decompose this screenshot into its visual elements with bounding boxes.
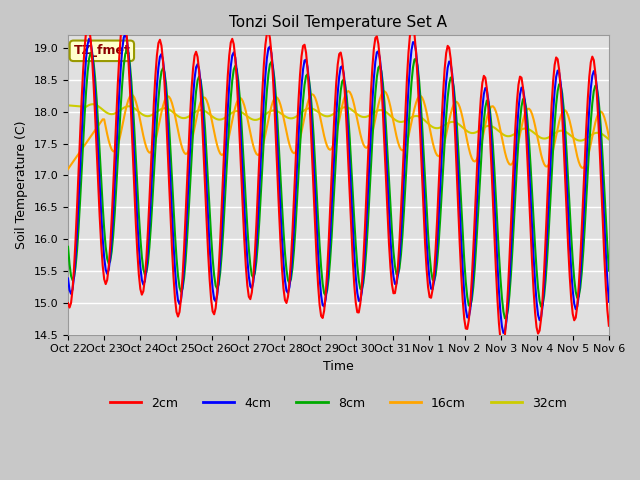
4cm — [245, 274, 253, 279]
2cm — [120, 15, 127, 21]
8cm — [302, 73, 310, 79]
8cm — [578, 270, 586, 276]
2cm — [64, 300, 72, 306]
32cm — [132, 107, 140, 112]
2cm — [578, 226, 586, 231]
16cm — [243, 115, 251, 121]
Legend: 2cm, 4cm, 8cm, 16cm, 32cm: 2cm, 4cm, 8cm, 16cm, 32cm — [105, 392, 572, 415]
8cm — [64, 244, 72, 250]
32cm — [302, 107, 310, 112]
Line: 32cm: 32cm — [68, 104, 609, 141]
16cm — [344, 88, 352, 94]
2cm — [254, 189, 262, 195]
2cm — [245, 294, 253, 300]
32cm — [578, 138, 586, 144]
32cm — [254, 117, 262, 122]
2cm — [227, 40, 235, 46]
8cm — [123, 47, 131, 53]
4cm — [302, 57, 310, 63]
8cm — [132, 155, 140, 161]
32cm — [577, 138, 584, 144]
16cm — [577, 163, 584, 168]
Line: 8cm: 8cm — [68, 50, 609, 318]
16cm — [64, 166, 72, 172]
8cm — [245, 246, 253, 252]
4cm — [254, 217, 262, 223]
4cm — [605, 299, 612, 305]
32cm — [64, 102, 72, 108]
2cm — [498, 344, 506, 350]
2cm — [605, 323, 612, 329]
8cm — [501, 315, 509, 321]
Line: 4cm: 4cm — [68, 34, 609, 333]
32cm — [227, 111, 235, 117]
4cm — [132, 189, 140, 194]
16cm — [225, 132, 233, 138]
8cm — [254, 241, 262, 247]
X-axis label: Time: Time — [323, 360, 354, 373]
16cm — [605, 134, 612, 140]
4cm — [500, 330, 508, 336]
2cm — [132, 220, 140, 226]
Y-axis label: Soil Temperature (C): Soil Temperature (C) — [15, 120, 28, 249]
16cm — [301, 114, 308, 120]
8cm — [605, 268, 612, 274]
Line: 2cm: 2cm — [68, 18, 609, 347]
32cm — [88, 101, 96, 107]
16cm — [131, 95, 138, 100]
2cm — [302, 50, 310, 56]
4cm — [122, 31, 129, 36]
4cm — [64, 276, 72, 281]
32cm — [245, 115, 253, 120]
8cm — [227, 95, 235, 101]
4cm — [227, 64, 235, 70]
16cm — [253, 151, 260, 156]
Line: 16cm: 16cm — [68, 91, 609, 169]
Title: Tonzi Soil Temperature Set A: Tonzi Soil Temperature Set A — [230, 15, 447, 30]
32cm — [605, 136, 612, 142]
4cm — [578, 251, 586, 256]
Text: TZ_fmet: TZ_fmet — [74, 44, 131, 57]
